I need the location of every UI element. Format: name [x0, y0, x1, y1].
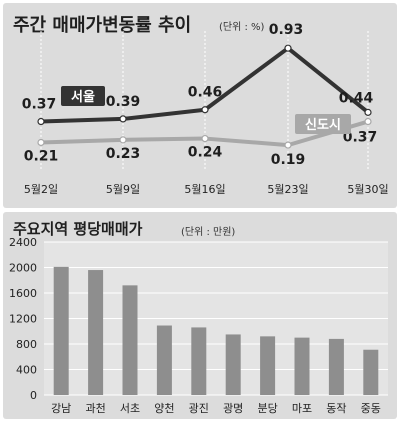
x-tick-label: 강남	[51, 402, 71, 415]
y-tick-label: 2000	[9, 262, 37, 275]
bar	[225, 334, 241, 395]
bar	[363, 349, 379, 395]
bar	[156, 325, 172, 395]
x-tick-label: 마포	[292, 402, 312, 415]
y-tick-label: 800	[16, 338, 37, 351]
data-point	[119, 115, 127, 123]
bar	[122, 285, 138, 395]
line-chart-unit: (단위 : %)	[219, 22, 265, 33]
bar-chart-title: 주요지역 평당매매가	[13, 220, 143, 238]
data-label: 0.23	[106, 146, 141, 162]
data-label: 0.93	[269, 22, 304, 38]
y-tick-label: 1600	[9, 287, 37, 300]
data-label: 0.46	[188, 85, 223, 101]
bar	[191, 327, 207, 395]
x-tick-label: 과천	[85, 401, 105, 415]
x-tick-label: 광명	[223, 402, 243, 415]
series-tag	[61, 86, 105, 106]
bar-chart-unit: (단위 : 만원)	[181, 227, 236, 238]
x-tick-label: 5월23일	[267, 182, 308, 196]
bar	[328, 338, 344, 395]
x-tick-label: 5월9일	[106, 182, 140, 196]
line-chart: 5월2일 5월9일 5월16일 5월23일 5월30일 0.37 0.39 0.46 0.93 0…	[22, 22, 389, 196]
series-tag	[295, 114, 351, 134]
x-tick-label: 분당	[257, 402, 277, 415]
y-tick-label: 400	[16, 364, 37, 377]
data-point	[364, 117, 372, 126]
data-point	[364, 108, 372, 116]
x-tick-label: 5월2일	[24, 182, 58, 196]
bar	[88, 270, 104, 395]
x-tick-label: 동작	[326, 402, 346, 415]
data-label: 0.37	[22, 97, 57, 113]
series-tag-label: 서울	[71, 89, 95, 105]
data-point	[37, 138, 45, 147]
data-label: 0.37	[343, 130, 378, 146]
data-point	[284, 44, 292, 52]
data-label: 0.24	[188, 145, 223, 161]
bar-chart: 0 400 800 1200 1600 2000 2400 강남 과천 서초 양천 광진 광명 분당 마포 동…	[9, 236, 388, 415]
y-tick-label: 0	[30, 389, 37, 402]
x-tick-label: 5월30일	[347, 182, 388, 196]
y-tick-label: 2400	[9, 236, 37, 249]
data-point	[119, 136, 127, 144]
x-tick-label: 5월16일	[184, 182, 225, 196]
data-point	[284, 141, 292, 149]
data-label: 0.39	[106, 94, 141, 110]
data-point	[37, 117, 45, 126]
data-label: 0.19	[271, 152, 306, 168]
data-point	[201, 106, 209, 114]
bar-chart-panel: 주요지역 평당매매가 (단위 : 만원) 0 400 800 1200 1600 2000…	[3, 212, 397, 419]
line-chart-panel: 주간 매매가변동률 추이 (단위 : %) 5월2일 5월9일 5월16일 5월23일…	[3, 3, 397, 208]
data-label: 0.21	[24, 148, 59, 164]
data-label: 0.44	[339, 90, 374, 106]
x-tick-label: 광진	[189, 402, 209, 415]
bar	[294, 337, 310, 395]
bar	[260, 336, 276, 395]
x-tick-label: 중동	[361, 402, 381, 415]
x-tick-label: 서초	[120, 402, 140, 415]
series-tag-label: 신도시	[305, 118, 341, 133]
line-chart-title: 주간 매매가변동률 추이	[13, 15, 192, 36]
data-point	[201, 134, 209, 143]
y-tick-label: 1200	[9, 313, 37, 326]
bar	[53, 266, 69, 395]
x-tick-label: 양천	[154, 401, 174, 415]
